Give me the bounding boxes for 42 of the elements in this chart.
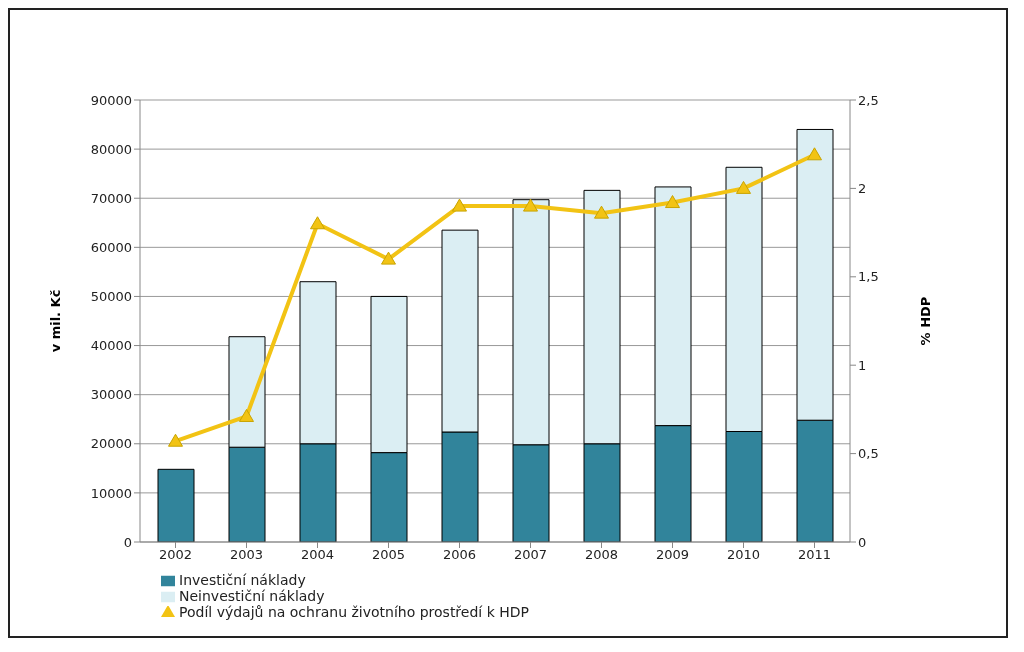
point (452, 198, 467, 212)
x-tick-label: 2005 (371, 547, 406, 563)
point (807, 147, 822, 161)
y-tick-label: 10000 (90, 485, 132, 501)
point (523, 198, 538, 212)
y-tick-label: 90000 (90, 92, 132, 108)
y2-tick-label: 0,5 (858, 446, 879, 462)
y2-tick-label: 1,5 (858, 269, 879, 285)
y2-tick-label: 0 (858, 534, 867, 550)
y-tick-label: 80000 (90, 141, 132, 157)
x-tick-label: 2002 (158, 547, 193, 563)
y2-axis-title: % HDP (917, 296, 933, 346)
y-axis-title: v mil. Kč (47, 289, 63, 353)
point (239, 408, 254, 422)
y2-tick-label: 1 (858, 357, 867, 373)
point (168, 433, 183, 447)
x-tick-label: 2007 (513, 547, 548, 563)
x-tick-label: 2003 (229, 547, 264, 563)
x-tick-label: 2004 (300, 547, 335, 563)
x-tick-label: 2010 (726, 547, 761, 563)
bar (157, 468, 195, 542)
point (665, 195, 680, 209)
x-tick-label: 2008 (584, 547, 619, 563)
legend-label: Neinvestiční náklady (179, 588, 325, 604)
y-tick-label: 60000 (90, 239, 132, 255)
legend-label: Podíl výdajů na ochranu životního prostředí k HDP (179, 604, 529, 620)
x-tick-label: 2006 (442, 547, 477, 563)
y2-tick-label: 2 (858, 181, 867, 197)
legend-label: Investiční náklady (179, 572, 306, 588)
x-tick-label: 2009 (655, 547, 690, 563)
point (310, 216, 325, 230)
point (594, 205, 609, 219)
y-tick-label: 70000 (90, 190, 132, 206)
y2-tick-label: 2,5 (858, 92, 879, 108)
x-tick-label: 2011 (797, 547, 832, 563)
point (736, 180, 751, 194)
y-tick-label: 20000 (90, 436, 132, 452)
y-tick-label: 0 (123, 534, 132, 550)
point (381, 251, 396, 265)
y-tick-label: 30000 (90, 387, 132, 403)
y-tick-label: 40000 (90, 338, 132, 354)
y-tick-label: 50000 (90, 289, 132, 305)
